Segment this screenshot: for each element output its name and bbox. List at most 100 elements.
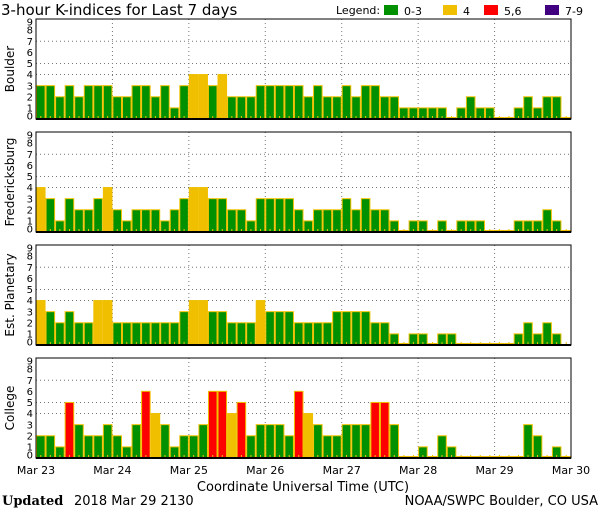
bar-tick (403, 116, 405, 119)
bar-tick (135, 229, 137, 232)
bar-tick (212, 455, 214, 458)
k-index-bar (179, 198, 189, 233)
k-index-bar (341, 198, 352, 233)
k-index-bar (341, 424, 352, 459)
k-index-bar (236, 322, 247, 346)
bar-tick (317, 342, 319, 345)
y-tick-label: 1 (27, 329, 33, 340)
k-index-bar (332, 435, 342, 459)
bar-tick (174, 455, 176, 458)
bar-tick (546, 455, 548, 458)
k-index-bar (160, 424, 170, 459)
k-index-bar (523, 424, 533, 459)
y-tick-label: 9 (27, 18, 33, 29)
y-tick-label: 7 (27, 37, 33, 48)
k-index-bar (523, 322, 533, 346)
bar-tick (441, 229, 443, 232)
k-index-bar (93, 198, 103, 233)
bar-tick (212, 229, 214, 232)
bar-tick (298, 229, 300, 232)
bar-tick (174, 116, 176, 119)
bar-tick (355, 229, 357, 232)
bar-tick (59, 229, 61, 232)
bar-tick (345, 116, 347, 119)
bar-tick (40, 229, 42, 232)
bar-tick (451, 229, 453, 232)
y-tick-label: 2 (27, 205, 33, 216)
panels: 0123456789Boulder0123456789Fredericksbur… (3, 18, 572, 462)
bar-tick (384, 229, 386, 232)
k-index-bar (74, 96, 84, 120)
bar-tick (537, 116, 539, 119)
bar-tick (460, 455, 462, 458)
k-index-bar (131, 322, 142, 346)
bar-tick (221, 116, 223, 119)
bar-tick (145, 342, 147, 345)
bar-tick (221, 455, 223, 458)
bar-tick (193, 455, 195, 458)
k-index-bar (293, 209, 304, 233)
bar-tick (59, 342, 61, 345)
legend-swatch-0 (384, 5, 398, 15)
k-index-bar (313, 85, 323, 120)
bar-tick (298, 116, 300, 119)
bar-tick (193, 229, 195, 232)
k-index-bar (341, 85, 352, 120)
bar-tick (441, 455, 443, 458)
k-index-bar (236, 96, 247, 120)
x-tick-label: Mar 24 (93, 464, 131, 477)
bar-tick (193, 116, 195, 119)
k-index-bar (389, 424, 400, 459)
k-index-bar (93, 300, 103, 346)
k-index-bar (217, 390, 228, 459)
bar-tick (212, 342, 214, 345)
k-index-bar (313, 209, 323, 233)
bar-tick (345, 229, 347, 232)
bar-tick (145, 229, 147, 232)
bar-tick (49, 455, 51, 458)
bar-tick (78, 455, 80, 458)
panel-label: Boulder (3, 46, 17, 93)
bar-tick (116, 455, 118, 458)
bar-tick (479, 116, 481, 119)
k-index-bar (150, 322, 161, 346)
bar-tick (489, 342, 491, 345)
y-tick-label: 1 (27, 216, 33, 227)
bar-tick (231, 342, 233, 345)
k-index-bar (36, 85, 46, 120)
k-index-bar (112, 435, 122, 459)
bar-tick (250, 116, 252, 119)
bar-tick (240, 455, 242, 458)
bar-tick (202, 342, 204, 345)
x-axis-ticks: Mar 23 Mar 24 Mar 25 Mar 26 Mar 27 Mar 28 Mar … (17, 464, 590, 477)
bar-tick (393, 455, 395, 458)
k-index-bar (379, 322, 390, 346)
bar-tick (154, 229, 156, 232)
bar-tick (145, 116, 147, 119)
k-index-bar (379, 209, 390, 233)
bar-tick (78, 342, 80, 345)
k-index-bar (207, 390, 218, 459)
bar-tick (59, 116, 61, 119)
bar-tick (174, 342, 176, 345)
bar-tick (384, 455, 386, 458)
bar-tick (537, 342, 539, 345)
bar-tick (107, 342, 109, 345)
bar-tick (288, 229, 290, 232)
k-index-bar (36, 187, 46, 233)
y-tick-label: 2 (27, 431, 33, 442)
bar-tick (88, 342, 90, 345)
k-index-bar (360, 85, 371, 120)
k-index-bar (93, 85, 103, 120)
k-index-bar (274, 85, 285, 120)
k-index-bar (542, 209, 552, 233)
k-index-bar (64, 85, 75, 120)
k-index-bar (313, 322, 323, 346)
k-index-bar (64, 198, 75, 233)
bar-tick (49, 229, 51, 232)
k-index-bar (83, 322, 94, 346)
k-index-bar (236, 209, 247, 233)
y-tick-label: 5 (27, 59, 33, 70)
k-index-bar (351, 96, 361, 120)
y-tick-label: 3 (27, 307, 33, 318)
